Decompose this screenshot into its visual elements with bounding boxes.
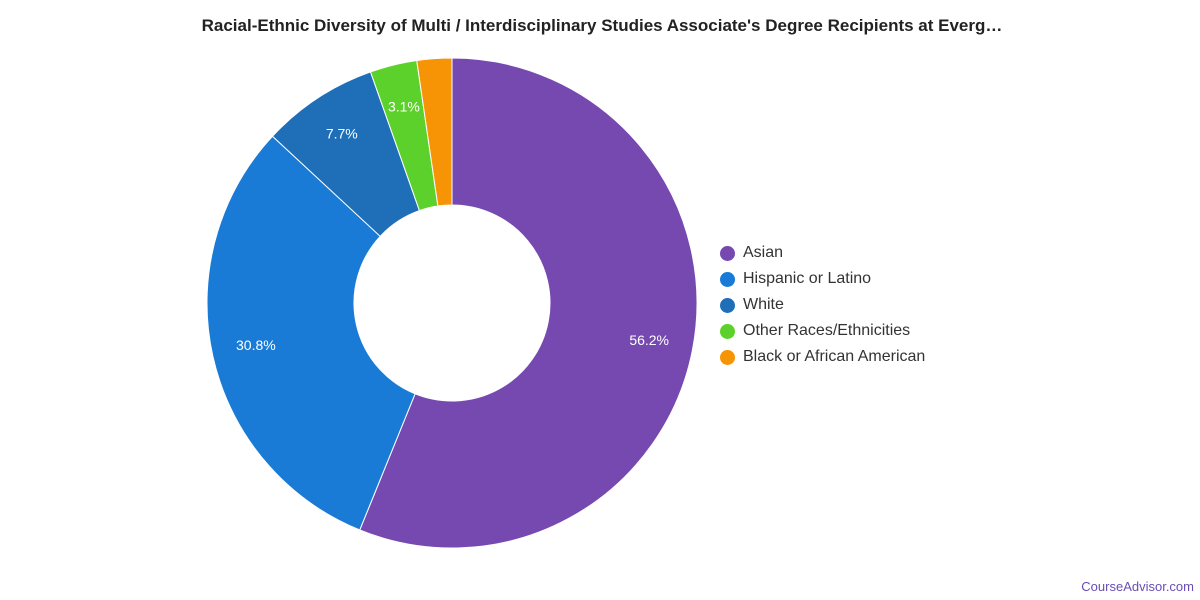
legend-swatch [720, 245, 735, 261]
legend-label: Asian [743, 244, 784, 261]
slice-black-or-african-american[interactable] [416, 57, 453, 207]
legend-item-other-races-ethnicities[interactable]: Other Races/Ethnicities [720, 318, 925, 344]
slice-asian[interactable] [359, 57, 698, 549]
slice-hispanic-or-latino[interactable] [206, 135, 416, 531]
legend-item-asian[interactable]: Asian [720, 240, 925, 266]
legend-swatch [720, 271, 735, 287]
legend-swatch [720, 323, 735, 339]
legend-swatch [720, 349, 735, 365]
slice-label-other-races-ethnicities: 3.1% [388, 99, 420, 115]
legend-item-hispanic-or-latino[interactable]: Hispanic or Latino [720, 266, 925, 292]
legend-label: Hispanic or Latino [743, 270, 872, 287]
slice-label-white: 7.7% [326, 126, 358, 142]
chart-title: Racial-Ethnic Diversity of Multi / Inter… [201, 16, 1003, 35]
legend-label: White [743, 296, 784, 313]
slice-label-hispanic-or-latino: 30.8% [236, 337, 276, 353]
legend-label: Other Races/Ethnicities [743, 322, 911, 339]
legend-label: Black or African American [743, 348, 926, 365]
legend-item-black-or-african-american[interactable]: Black or African American [720, 344, 925, 370]
slice-label-asian: 56.2% [629, 332, 669, 348]
legend-swatch [720, 297, 735, 313]
chart-legend: Asian Hispanic or Latino White Other Races/… [720, 240, 925, 370]
source-credit[interactable]: CourseAdvisor.com [1081, 579, 1194, 594]
legend-item-white[interactable]: White [720, 292, 925, 318]
